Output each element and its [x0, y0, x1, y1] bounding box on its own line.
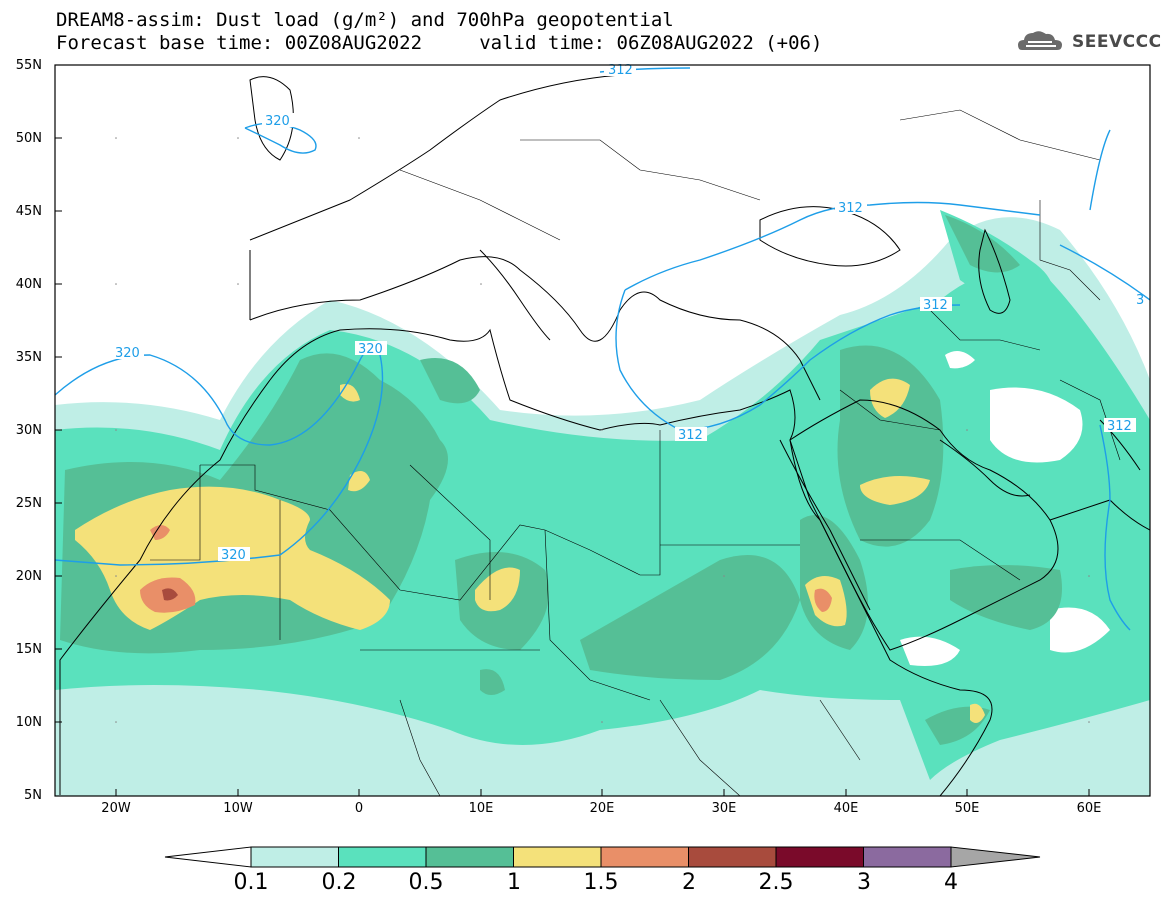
colorbar-label-2: 2 [682, 870, 696, 895]
contour-label-312-egypt: 312 [678, 428, 703, 443]
contour-label-312-top: 312 [608, 63, 633, 78]
coastlines [59, 74, 1150, 796]
colorbar-label-0-1: 0.1 [233, 870, 269, 895]
colorbar-label-1: 1 [507, 870, 521, 895]
country-borders [150, 109, 1121, 796]
lon-label-10w: 10W [223, 801, 253, 816]
contour-label-320-sahara: 320 [221, 548, 246, 563]
colorbar-label-1-5: 1.5 [583, 870, 619, 895]
contour-label-312-turkey: 312 [923, 298, 948, 313]
lat-label-40n: 40N [15, 277, 42, 292]
lon-label-60e: 60E [1076, 801, 1102, 816]
contour-label-320-west: 320 [115, 346, 140, 361]
dust-gaps [900, 351, 1110, 666]
colorbar-label-2-5: 2.5 [758, 870, 794, 895]
contour-label-312-iran: 312 [1107, 419, 1132, 434]
lon-label-10e: 10E [468, 801, 494, 816]
colorbar-label-0-2: 0.2 [321, 870, 357, 895]
contour-label-320-north: 320 [265, 114, 290, 129]
contour-label-312-blacksea: 312 [838, 201, 863, 216]
lon-label-20w: 20W [101, 801, 131, 816]
map-title: DREAM8-assim: Dust load (g/m²) and 700hP… [56, 9, 674, 31]
colorbar-label-4: 4 [944, 870, 958, 895]
lat-label-50n: 50N [15, 131, 42, 146]
contour-label-3-edge: 3 [1136, 293, 1144, 308]
contour-label-320-morocco: 320 [358, 342, 383, 357]
cloud-logo-icon [1018, 31, 1062, 50]
dust-layer-2 [162, 588, 178, 601]
logo-text: SEEVCCC [1072, 32, 1162, 52]
contour-labels: 312 320 320 320 320 312 312 312 312 3 [112, 63, 1144, 563]
lat-label-25n: 25N [15, 496, 42, 511]
lat-label-30n: 30N [15, 423, 42, 438]
lat-label-55n: 55N [15, 58, 42, 73]
colorbar-label-0-5: 0.5 [408, 870, 444, 895]
lon-label-20e: 20E [589, 801, 615, 816]
lat-label-20n: 20N [15, 569, 42, 584]
colorbar-label-3: 3 [857, 870, 871, 895]
axis-ticks [55, 64, 1090, 796]
lat-label-5n: 5N [24, 788, 42, 803]
lat-label-45n: 45N [15, 204, 42, 219]
lon-label-50e: 50E [954, 801, 980, 816]
lat-label-10n: 10N [15, 715, 42, 730]
grid-dots [115, 137, 1090, 723]
lat-label-15n: 15N [15, 642, 42, 657]
lon-label-0: 0 [354, 801, 364, 816]
lon-label-30e: 30E [711, 801, 737, 816]
lon-label-40e: 40E [833, 801, 859, 816]
lat-label-35n: 35N [15, 350, 42, 365]
map-subtitle: Forecast base time: 00Z08AUG2022 valid t… [56, 32, 823, 54]
geopotential-contours [55, 67, 1150, 631]
